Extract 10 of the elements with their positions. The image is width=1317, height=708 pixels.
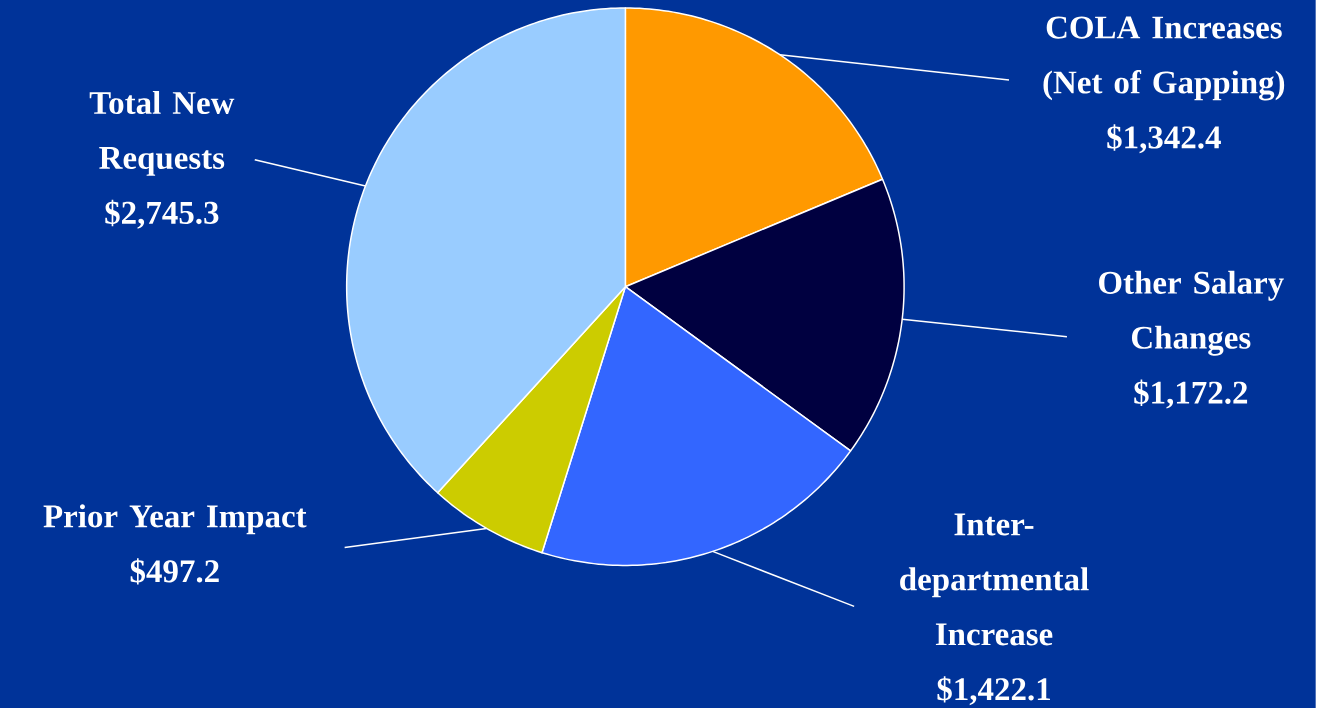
data-label: $1,172.2 xyxy=(1134,379,1248,409)
slice-label: COLA Increases (Net of Gapping) xyxy=(1043,16,1285,101)
slice-label: Inter-departmental Increase xyxy=(900,513,1089,646)
data-label: $1,342.4 xyxy=(1107,124,1221,154)
data-label: $2,745.3 xyxy=(105,199,219,229)
data-label: $1,422.1 xyxy=(937,675,1050,705)
legend-label: Prior Year Impact xyxy=(43,504,307,534)
data-label: $497.2 xyxy=(130,557,219,585)
slice-label: Total New Requests xyxy=(89,90,235,176)
slice-label: Other Salary Changes xyxy=(1099,270,1284,356)
